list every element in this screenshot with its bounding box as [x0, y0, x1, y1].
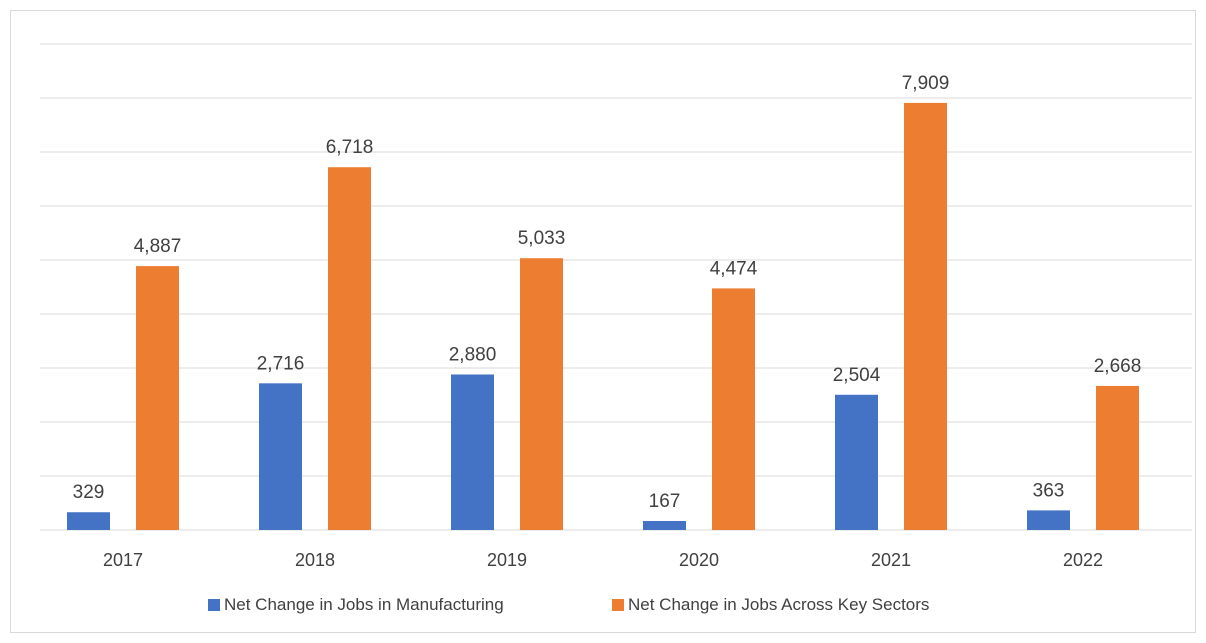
bar-manufacturing-2021: [835, 394, 878, 530]
chart-frame: [10, 10, 1196, 633]
data-labels: 329 4,887 2,716 6,718 2,880 5,033 167 4,474 2,50…: [73, 73, 1142, 512]
data-label-key-sectors-2022: 2,668: [1094, 356, 1142, 377]
legend-label-manufacturing: Net Change in Jobs in Manufacturing: [224, 595, 504, 614]
gridlines: [40, 43, 1192, 531]
bar-key-sectors-2018: [328, 167, 371, 530]
data-label-key-sectors-2021: 7,909: [902, 73, 950, 94]
legend-swatch-manufacturing: [208, 599, 220, 611]
legend: Net Change in Jobs in Manufacturing Net …: [208, 595, 929, 614]
legend-swatch-key-sectors: [612, 599, 624, 611]
data-label-manufacturing-2021: 2,504: [833, 365, 881, 386]
bar-manufacturing-2017: [67, 512, 110, 530]
x-tick-label-2020: 2020: [679, 550, 719, 570]
bar-manufacturing-2022: [1027, 510, 1070, 530]
bar-key-sectors-2020: [712, 288, 755, 530]
x-axis-tick-labels: 2017 2018 2019 2020 2021 2022: [103, 550, 1103, 570]
bar-key-sectors-2022: [1096, 385, 1139, 530]
legend-label-key-sectors: Net Change in Jobs Across Key Sectors: [628, 595, 929, 614]
data-label-manufacturing-2020: 167: [649, 491, 681, 512]
x-tick-label-2019: 2019: [487, 550, 527, 570]
data-label-manufacturing-2019: 2,880: [449, 344, 497, 365]
data-label-key-sectors-2019: 5,033: [518, 228, 566, 249]
x-tick-label-2017: 2017: [103, 550, 143, 570]
data-label-manufacturing-2017: 329: [73, 482, 105, 503]
x-tick-label-2022: 2022: [1063, 550, 1103, 570]
bar-manufacturing-2018: [259, 383, 302, 530]
data-label-key-sectors-2017: 4,887: [134, 236, 182, 257]
bar-key-sectors-2019: [520, 258, 563, 530]
bar-manufacturing-2020: [643, 520, 686, 530]
data-label-key-sectors-2020: 4,474: [710, 258, 758, 279]
x-tick-label-2021: 2021: [871, 550, 911, 570]
x-tick-label-2018: 2018: [295, 550, 335, 570]
bar-key-sectors-2021: [904, 102, 947, 530]
bars: [67, 102, 1139, 530]
bar-manufacturing-2019: [451, 374, 494, 530]
bar-key-sectors-2017: [136, 266, 179, 530]
data-label-key-sectors-2018: 6,718: [326, 137, 374, 158]
data-label-manufacturing-2022: 363: [1033, 480, 1065, 501]
data-label-manufacturing-2018: 2,716: [257, 353, 305, 374]
